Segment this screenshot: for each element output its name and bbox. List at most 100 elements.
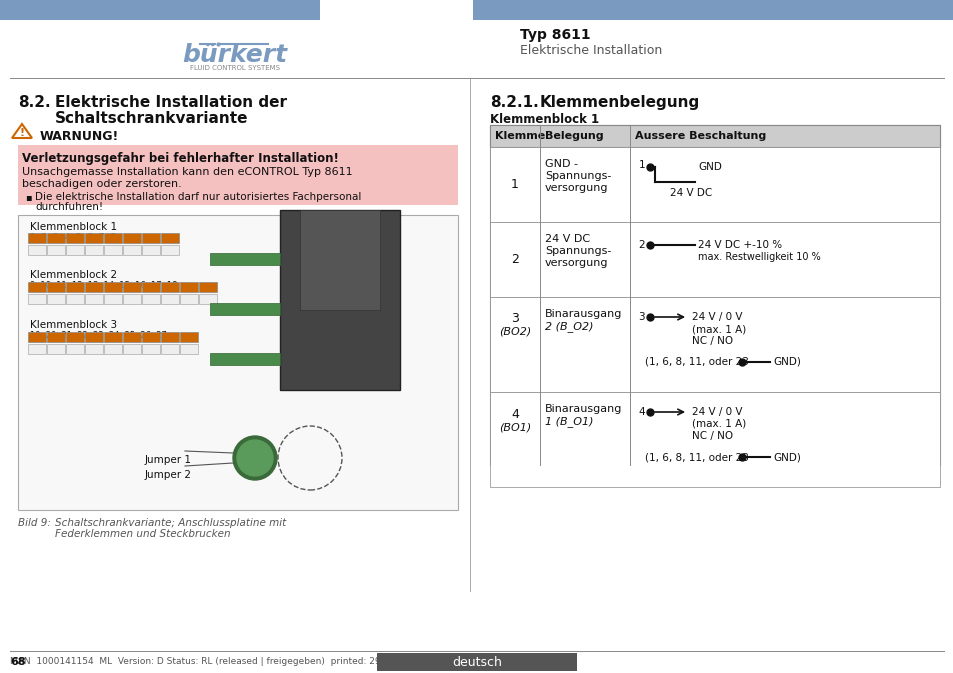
Bar [85, 282, 103, 292]
Text: Jumper 2: Jumper 2 [145, 470, 192, 480]
Bar [85, 332, 103, 342]
Text: (BO2): (BO2) [498, 327, 531, 337]
Text: Spannungs-: Spannungs- [544, 246, 611, 256]
Bar [123, 332, 141, 342]
Bar [161, 344, 179, 354]
Bar [85, 294, 103, 304]
Text: 24 V DC: 24 V DC [669, 188, 712, 198]
Bar [210, 303, 280, 315]
Bar [28, 344, 46, 354]
Bar [142, 294, 160, 304]
Text: Die elektrische Installation darf nur autorisiertes Fachpersonal: Die elektrische Installation darf nur au… [35, 192, 361, 202]
Text: 1 (B_O1): 1 (B_O1) [544, 416, 593, 427]
Bar [66, 245, 84, 255]
Text: 24 V DC: 24 V DC [544, 234, 590, 244]
Text: Belegung: Belegung [544, 131, 603, 141]
Text: 1: 1 [511, 178, 518, 191]
Bar [66, 233, 84, 243]
Bar [28, 233, 46, 243]
Text: 3: 3 [638, 312, 644, 322]
Bar [47, 332, 65, 342]
Circle shape [233, 436, 276, 480]
Text: Binarausgang: Binarausgang [544, 309, 621, 319]
Bar [104, 332, 122, 342]
Text: 68: 68 [10, 657, 26, 667]
Bar [104, 245, 122, 255]
Bar [142, 344, 160, 354]
Text: 19  20  21  22  23  24  25  26  27: 19 20 21 22 23 24 25 26 27 [30, 331, 167, 340]
Bar [104, 233, 122, 243]
Bar [161, 245, 179, 255]
Text: 8.2.: 8.2. [18, 95, 51, 110]
Text: 24 V / 0 V: 24 V / 0 V [691, 407, 741, 417]
Bar [123, 344, 141, 354]
Text: Elektrische Installation: Elektrische Installation [519, 44, 661, 57]
Text: 2 (B_O2): 2 (B_O2) [544, 321, 593, 332]
Bar [490, 297, 939, 392]
Bar [123, 282, 141, 292]
Text: !: ! [19, 128, 25, 138]
Bar [180, 282, 198, 292]
Bar [123, 233, 141, 243]
Text: beschadigen oder zerstoren.: beschadigen oder zerstoren. [22, 179, 182, 189]
Bar [66, 344, 84, 354]
Bar [180, 344, 198, 354]
Bar [28, 282, 46, 292]
Text: 8.2.1.: 8.2.1. [490, 95, 538, 110]
Text: Binarausgang: Binarausgang [544, 404, 621, 414]
Bar [28, 332, 46, 342]
Text: 4: 4 [511, 407, 518, 421]
Text: deutsch: deutsch [452, 656, 501, 668]
Bar [299, 210, 379, 310]
Text: 9  10  11  12  13  14  15  16  17  18: 9 10 11 12 13 14 15 16 17 18 [30, 281, 177, 290]
Text: durchfuhren!: durchfuhren! [35, 202, 103, 212]
Bar [161, 233, 179, 243]
Text: 3: 3 [511, 312, 518, 326]
Bar [66, 294, 84, 304]
Bar [85, 233, 103, 243]
Bar [142, 233, 160, 243]
Bar [85, 245, 103, 255]
Text: GND): GND) [772, 357, 800, 367]
Text: (1, 6, 8, 11, oder 23: (1, 6, 8, 11, oder 23 [644, 357, 748, 367]
Text: (max. 1 A): (max. 1 A) [691, 419, 745, 429]
Text: Schaltschrankvariante: Schaltschrankvariante [55, 111, 248, 126]
Bar [490, 222, 939, 297]
Bar [66, 282, 84, 292]
Bar [66, 332, 84, 342]
Bar [161, 294, 179, 304]
Text: (max. 1 A): (max. 1 A) [691, 324, 745, 334]
Bar [47, 282, 65, 292]
Text: Klemmenblock 1: Klemmenblock 1 [30, 222, 117, 232]
Bar [210, 253, 280, 265]
Text: FLUID CONTROL SYSTEMS: FLUID CONTROL SYSTEMS [190, 65, 280, 71]
Text: Federklemmen und Steckbrucken: Federklemmen und Steckbrucken [55, 529, 231, 539]
Text: 4: 4 [638, 407, 644, 417]
Bar [142, 332, 160, 342]
Text: max. Restwelligkeit 10 %: max. Restwelligkeit 10 % [698, 252, 820, 262]
Text: (BO1): (BO1) [498, 422, 531, 432]
Bar [180, 332, 198, 342]
Text: GND -: GND - [544, 159, 578, 169]
Text: Spannungs-: Spannungs- [544, 171, 611, 181]
Text: Klemme: Klemme [495, 131, 545, 141]
Text: Klemmenblock 2: Klemmenblock 2 [30, 270, 117, 280]
Text: Klemmenbelegung: Klemmenbelegung [539, 95, 700, 110]
Text: Typ 8611: Typ 8611 [519, 28, 590, 42]
Text: Bild 9:: Bild 9: [18, 518, 51, 528]
Text: Schaltschrankvariante; Anschlussplatine mit: Schaltschrankvariante; Anschlussplatine … [55, 518, 286, 528]
Bar [142, 245, 160, 255]
Text: (1, 6, 8, 11, oder 23: (1, 6, 8, 11, oder 23 [644, 452, 748, 462]
Text: Klemmenblock 3: Klemmenblock 3 [30, 320, 117, 330]
Bar [47, 344, 65, 354]
Bar [123, 294, 141, 304]
Bar [490, 147, 939, 222]
Bar [104, 344, 122, 354]
Bar [199, 282, 216, 292]
Bar [123, 245, 141, 255]
Bar [47, 294, 65, 304]
Bar [199, 294, 216, 304]
Bar [210, 353, 280, 365]
Text: 24 V DC +-10 %: 24 V DC +-10 % [698, 240, 781, 250]
Bar [376, 653, 577, 671]
